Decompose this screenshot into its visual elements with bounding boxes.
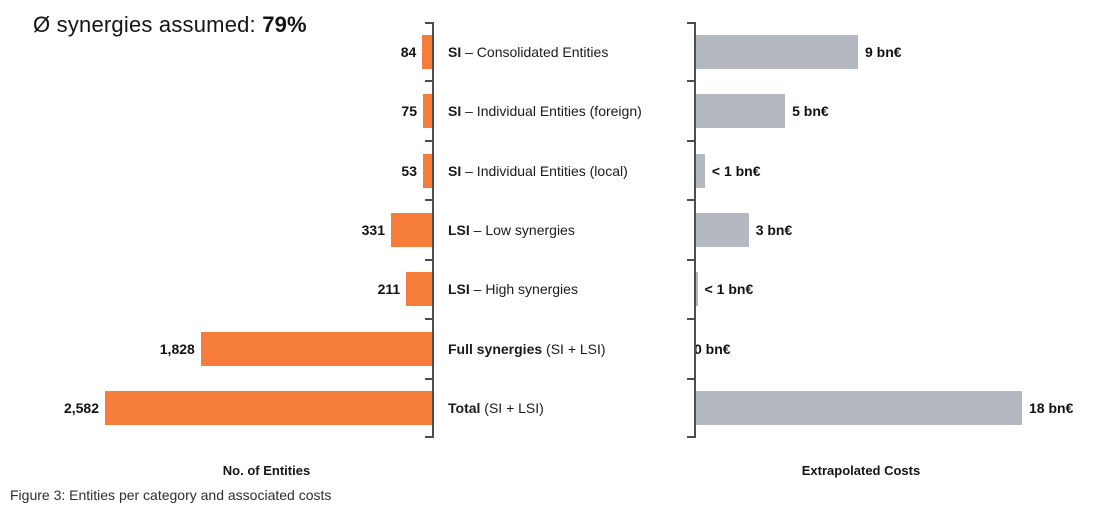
entities-zone: 2,582 bbox=[0, 391, 433, 426]
axis-tick bbox=[425, 199, 434, 202]
costs-zone: 3 bn€ bbox=[694, 212, 1115, 247]
chart-row: 75 SI – Individual Entities (foreign) 5 bn… bbox=[0, 81, 1115, 140]
axis-tick bbox=[687, 80, 696, 83]
entities-bar bbox=[391, 212, 433, 247]
category-label-bold: LSI bbox=[448, 221, 470, 238]
category-label: Full synergies (SI + LSI) bbox=[433, 341, 694, 357]
axis-tick bbox=[687, 258, 696, 261]
entities-bar bbox=[422, 34, 433, 69]
costs-value-label: < 1 bn€ bbox=[711, 162, 761, 179]
axis-tick bbox=[425, 318, 434, 321]
costs-zone: 18 bn€ bbox=[694, 391, 1115, 426]
entities-zone: 53 bbox=[0, 153, 433, 188]
costs-value-label: 3 bn€ bbox=[755, 221, 793, 238]
entities-zone: 331 bbox=[0, 212, 433, 247]
costs-bar bbox=[694, 153, 705, 188]
axis-tick bbox=[425, 436, 434, 438]
costs-zone: 0 bn€ bbox=[694, 341, 1115, 357]
left-axis bbox=[425, 22, 434, 438]
chart-row: 84 SI – Consolidated Entities 9 bn€ bbox=[0, 22, 1115, 81]
costs-bar bbox=[694, 94, 786, 129]
costs-value-label: < 1 bn€ bbox=[704, 281, 754, 298]
category-label: SI – Individual Entities (local) bbox=[433, 163, 694, 179]
axis-tick bbox=[687, 377, 696, 380]
entities-value-label: 211 bbox=[377, 281, 401, 298]
category-label-bold: SI bbox=[448, 103, 462, 120]
chart-annotation: Ø synergies assumed: 79% bbox=[33, 12, 307, 38]
entities-bar bbox=[423, 153, 433, 188]
entities-zone: 75 bbox=[0, 94, 433, 129]
right-axis-label: Extrapolated Costs bbox=[801, 463, 921, 478]
axis-tick bbox=[687, 139, 696, 142]
costs-zone: < 1 bn€ bbox=[694, 272, 1115, 307]
entities-value-label: 2,582 bbox=[63, 400, 99, 417]
axis-tick bbox=[687, 199, 696, 202]
entities-zone: 84 bbox=[0, 34, 433, 69]
axis-tick bbox=[425, 139, 434, 142]
entities-value-label: 331 bbox=[361, 221, 385, 238]
chart-rows: 84 SI – Consolidated Entities 9 bn€ 75 SI – … bbox=[0, 22, 1115, 438]
category-label-rest: – Consolidated Entities bbox=[461, 43, 609, 60]
butterfly-chart: 84 SI – Consolidated Entities 9 bn€ 75 SI – … bbox=[0, 22, 1115, 478]
chart-row: 1,828 Full synergies (SI + LSI) 0 bn€ bbox=[0, 319, 1115, 378]
entities-value-label: 84 bbox=[400, 43, 417, 60]
axis-tick bbox=[687, 318, 696, 321]
category-label-rest: – Low synergies bbox=[469, 221, 575, 238]
category-label-rest: – High synergies bbox=[469, 281, 578, 298]
category-label: SI – Individual Entities (foreign) bbox=[433, 103, 694, 119]
axis-tick bbox=[425, 258, 434, 261]
costs-zone: < 1 bn€ bbox=[694, 153, 1115, 188]
costs-zone: 5 bn€ bbox=[694, 94, 1115, 129]
axis-tick bbox=[687, 22, 696, 24]
axis-tick bbox=[425, 80, 434, 83]
costs-bar bbox=[694, 391, 1022, 426]
category-label: LSI – Low synergies bbox=[433, 222, 694, 238]
category-label-bold: Total bbox=[448, 400, 481, 417]
costs-value-label: 0 bn€ bbox=[694, 340, 731, 357]
left-axis-label: No. of Entities bbox=[222, 463, 311, 478]
category-label-bold: SI bbox=[448, 43, 462, 60]
entities-bar bbox=[105, 391, 433, 426]
entities-zone: 1,828 bbox=[0, 331, 433, 366]
entities-bar bbox=[200, 331, 433, 366]
costs-bar bbox=[694, 34, 858, 69]
chart-row: 331 LSI – Low synergies 3 bn€ bbox=[0, 200, 1115, 259]
axis-line bbox=[694, 22, 696, 438]
axis-tick bbox=[425, 377, 434, 380]
category-label: SI – Consolidated Entities bbox=[433, 44, 694, 60]
axis-tick bbox=[687, 436, 696, 438]
entities-bar bbox=[406, 272, 433, 307]
entities-bar bbox=[423, 94, 433, 129]
costs-bar bbox=[694, 212, 749, 247]
entities-value-label: 53 bbox=[401, 162, 417, 179]
figure-caption: Figure 3: Entities per category and asso… bbox=[10, 487, 332, 503]
chart-row: 211 LSI – High synergies < 1 bn€ bbox=[0, 260, 1115, 319]
chart-annotation-text: Ø synergies assumed: bbox=[33, 12, 263, 37]
entities-value-label: 1,828 bbox=[159, 340, 195, 357]
chart-row: 2,582 Total (SI + LSI) 18 bn€ bbox=[0, 379, 1115, 438]
entities-value-label: 75 bbox=[401, 103, 417, 120]
costs-value-label: 9 bn€ bbox=[865, 43, 902, 60]
category-label: LSI – High synergies bbox=[433, 281, 694, 297]
right-axis bbox=[687, 22, 696, 438]
costs-value-label: 5 bn€ bbox=[792, 103, 829, 120]
category-label-rest: (SI + LSI) bbox=[542, 340, 606, 357]
entities-zone: 211 bbox=[0, 272, 433, 307]
category-label-rest: – Individual Entities (local) bbox=[461, 162, 628, 179]
category-label-rest: (SI + LSI) bbox=[480, 400, 544, 417]
category-label-bold: SI bbox=[448, 162, 462, 179]
category-label-bold: Full synergies bbox=[448, 340, 543, 357]
chart-annotation-value: 79% bbox=[262, 12, 307, 37]
costs-zone: 9 bn€ bbox=[694, 34, 1115, 69]
category-label-rest: – Individual Entities (foreign) bbox=[461, 103, 642, 120]
axis-line bbox=[432, 22, 434, 438]
costs-value-label: 18 bn€ bbox=[1029, 400, 1074, 417]
chart-row: 53 SI – Individual Entities (local) < 1 bn… bbox=[0, 141, 1115, 200]
category-label-bold: LSI bbox=[448, 281, 470, 298]
category-label: Total (SI + LSI) bbox=[433, 400, 694, 416]
axis-tick bbox=[425, 22, 434, 24]
